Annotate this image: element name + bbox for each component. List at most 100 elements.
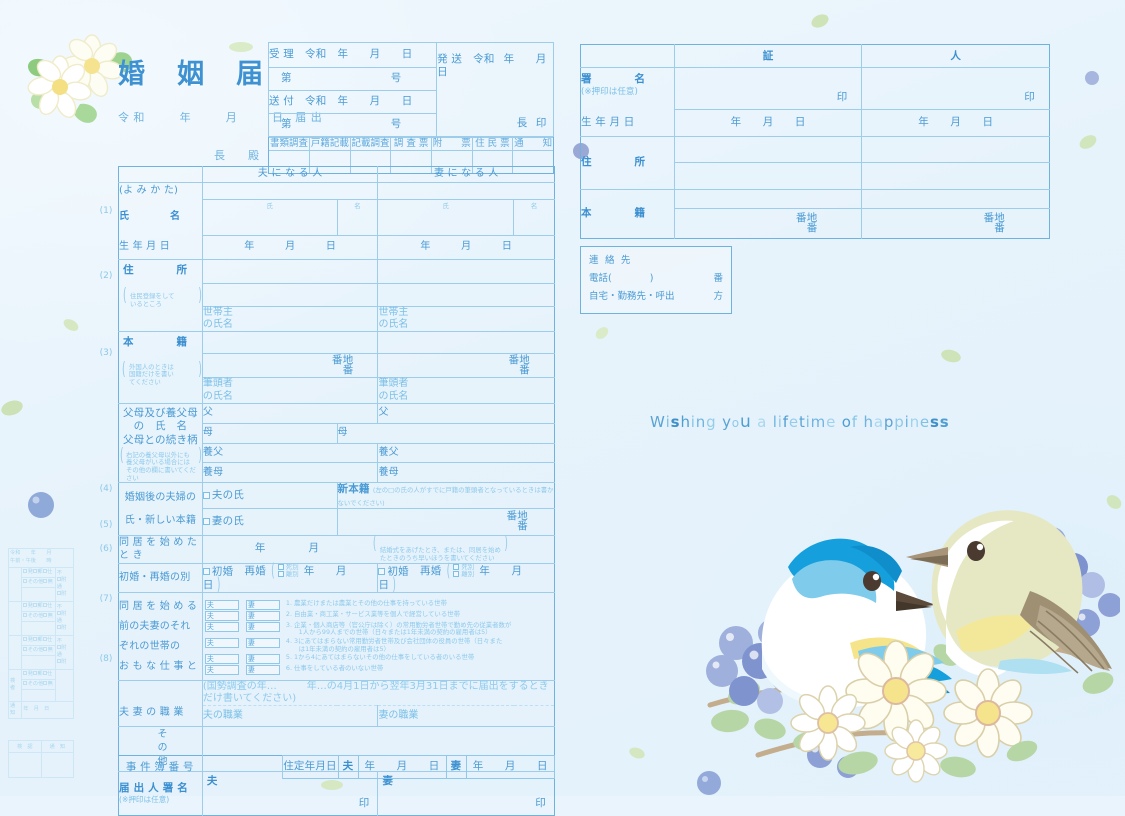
checkbox-bereaved-husband[interactable] — [277, 563, 284, 570]
receipt-send-cell[interactable]: 送 付 令和 年 月 日 — [267, 90, 438, 114]
receipt-dispatch-cell[interactable]: 発 送 令和 年 月 日 長 印 — [436, 42, 568, 137]
box-wife-4[interactable]: 妻 — [245, 638, 280, 649]
field-householder-husband[interactable]: 世帯主 の氏名 — [201, 305, 379, 333]
field-honseki-banchi-wife[interactable]: 番地 番 — [377, 353, 555, 379]
field-new-honseki-banchi[interactable]: 番地 番 — [336, 507, 555, 536]
witness-field-banchi-1[interactable]: 番地 番 — [673, 208, 863, 239]
mini-b4-right[interactable] — [54, 668, 75, 702]
mini-b3-right[interactable]: 不 附 通 附 — [54, 634, 75, 670]
contact-place-row[interactable]: 自宅・勤務先・呼出 方 — [581, 284, 731, 302]
checkbox-divorced-wife[interactable] — [453, 571, 460, 578]
field-foster-father-husband[interactable]: 養父 — [201, 442, 379, 464]
field-birthdate-husband[interactable]: 年 月 日 — [201, 235, 379, 260]
field-honseki-wife-1[interactable] — [377, 331, 555, 355]
field-residence-date-wife[interactable]: 年 月 日 — [465, 755, 555, 779]
receipt-send-number-cell[interactable]: 第 号 — [267, 113, 438, 137]
mini-b2-opts[interactable]: 発郵仕 — [21, 600, 56, 612]
field-head-of-family-wife[interactable]: 筆頭者 の氏名 — [377, 377, 555, 404]
witness-field-address-1a[interactable] — [673, 135, 863, 164]
witness-field-birthdate-2[interactable]: 年 月 日 — [861, 109, 1050, 137]
mini-b1-opts2[interactable]: その他無 — [21, 577, 56, 588]
field-name-given-husband[interactable]: 名 — [336, 199, 379, 236]
box-husband-3[interactable]: 夫 — [204, 621, 239, 632]
field-case-number[interactable] — [201, 755, 283, 779]
witness-field-honseki-1a[interactable] — [673, 188, 863, 210]
field-foster-mother-husband[interactable]: 養母 — [201, 462, 379, 484]
mini-b4-blank[interactable] — [21, 689, 56, 702]
mini-b2-right[interactable]: 不 附 通 附 — [54, 600, 75, 636]
receipt-accept-number-cell[interactable]: 第 号 — [267, 67, 438, 91]
mini-b2-blank[interactable] — [21, 621, 56, 636]
field-honseki-banchi-husband[interactable]: 番地 番 — [201, 353, 379, 379]
witness-field-birthdate-1[interactable]: 年 月 日 — [673, 109, 863, 137]
witness-field-address-2b[interactable] — [861, 162, 1050, 190]
field-mother-husband[interactable]: 母 — [201, 422, 338, 444]
witness-field-address-1b[interactable] — [673, 162, 863, 190]
field-yomikata-wife[interactable] — [377, 182, 555, 200]
field-address-husband-1[interactable] — [201, 259, 379, 284]
mini-b1-left[interactable] — [7, 566, 23, 602]
checkbox-bereaved-wife[interactable] — [453, 563, 460, 570]
box-husband-6[interactable]: 夫 — [204, 665, 239, 676]
mini-b2-opts2[interactable]: その他無 — [21, 611, 56, 622]
field-name-surname-husband[interactable]: 氏 — [201, 199, 338, 236]
household-option-row-1[interactable]: 夫 妻 1. 農業だけまたは農業とその他の仕事を持っている世帯 — [204, 599, 554, 610]
checkbox-first-marriage-husband[interactable] — [202, 568, 210, 576]
box-husband-1[interactable]: 夫 — [204, 599, 239, 610]
field-new-honseki[interactable]: 新本籍 (左の□の氏の人がすでに戸籍の筆頭者となっているときは書かないでください… — [336, 482, 555, 509]
option-wife-surname[interactable]: 妻の氏 — [201, 507, 338, 536]
checkbox-wife-surname[interactable] — [202, 517, 210, 525]
witness-field-banchi-2[interactable]: 番地 番 — [861, 208, 1050, 239]
box-wife-2[interactable]: 妻 — [245, 610, 280, 621]
mini-footer-box-0[interactable] — [8, 752, 42, 778]
mini-b1-opts[interactable]: 発郵仕 — [21, 566, 56, 578]
household-option-row-6[interactable]: 夫 妻 6. 仕事をしている者のいない世帯 — [204, 665, 554, 676]
field-cohabitation-start[interactable]: 年 月 (結婚式をあげたとき、または、同居を始め たときのうち早いほうを書いてく… — [201, 534, 555, 564]
mini-b4-opts[interactable]: 発郵仕 — [21, 668, 56, 680]
mini-b4-left[interactable]: 検者 — [7, 668, 23, 702]
field-name-given-wife[interactable]: 名 — [513, 199, 555, 236]
box-husband-5[interactable]: 夫 — [204, 654, 239, 665]
field-address-wife-2[interactable] — [377, 283, 555, 307]
witness-field-honseki-2a[interactable] — [861, 188, 1050, 210]
field-address-wife-1[interactable] — [377, 259, 555, 284]
mini-b4-opts2[interactable]: その他無 — [21, 679, 56, 690]
field-marriage-type-husband[interactable]: 初婚 再婚 ( 死別 離別 年 月 日 ) — [201, 562, 379, 596]
household-option-row-4[interactable]: 夫 妻 4. 3にあてはまらない常用勤労者世帯及び会社団体の役員の世帯（日々また… — [204, 637, 554, 653]
household-option-row-2[interactable]: 夫 妻 2. 自由業・商工業・サービス業等を個人で経営している世帯 — [204, 610, 554, 621]
mini-b1-blank[interactable] — [21, 587, 56, 602]
field-birthdate-wife[interactable]: 年 月 日 — [377, 235, 555, 260]
field-mother-wife[interactable]: 母 — [336, 422, 378, 444]
field-name-surname-wife[interactable]: 氏 — [377, 199, 515, 236]
mini-b3-left[interactable] — [7, 634, 23, 670]
household-option-row-3[interactable]: 夫 妻 3. 企業・個人商店等（官公庁は除く）の常用勤労者世帯で勤め先の従業者数… — [204, 621, 554, 637]
field-head-of-family-husband[interactable]: 筆頭者 の氏名 — [201, 377, 379, 404]
mini-b1-right[interactable]: 不 附 通 附 — [54, 566, 75, 602]
witness-field-signature-1[interactable]: 印 — [673, 67, 863, 110]
box-wife-6[interactable]: 妻 — [245, 665, 280, 676]
contact-box[interactable]: 連 絡 先 電話( ) 番 自宅・勤務先・呼出 方 — [580, 246, 732, 314]
field-job-husband[interactable]: 夫の職業 — [201, 705, 379, 728]
field-householder-wife[interactable]: 世帯主 の氏名 — [377, 305, 555, 333]
checkbox-divorced-husband[interactable] — [277, 571, 284, 578]
checkbox-first-marriage-wife[interactable] — [378, 568, 386, 576]
mini-footer-box-1[interactable] — [40, 752, 74, 778]
contact-phone-row[interactable]: 電話( ) 番 — [581, 266, 731, 284]
field-honseki-husband-1[interactable] — [201, 331, 379, 355]
mini-b3-opts[interactable]: 発郵仕 — [21, 634, 56, 646]
field-foster-father-wife[interactable]: 養父 — [377, 442, 555, 464]
field-foster-mother-wife[interactable]: 養母 — [377, 462, 555, 484]
checkbox-husband-surname[interactable] — [202, 491, 210, 499]
box-wife-3[interactable]: 妻 — [245, 621, 280, 632]
field-residence-date-husband[interactable]: 年 月 日 — [357, 755, 447, 779]
field-address-husband-2[interactable] — [201, 283, 379, 307]
receipt-accept-cell[interactable]: 受 理 令和 年 月 日 — [267, 42, 438, 68]
field-father-wife[interactable]: 父 — [377, 402, 555, 424]
mini-b2-left[interactable] — [7, 600, 23, 636]
box-husband-4[interactable]: 夫 — [204, 638, 239, 649]
witness-field-address-2a[interactable] — [861, 135, 1050, 164]
box-wife-1[interactable]: 妻 — [245, 599, 280, 610]
mini-b3-opts2[interactable]: その他無 — [21, 645, 56, 656]
box-wife-5[interactable]: 妻 — [245, 654, 280, 665]
field-father-husband[interactable]: 父 — [201, 402, 379, 424]
